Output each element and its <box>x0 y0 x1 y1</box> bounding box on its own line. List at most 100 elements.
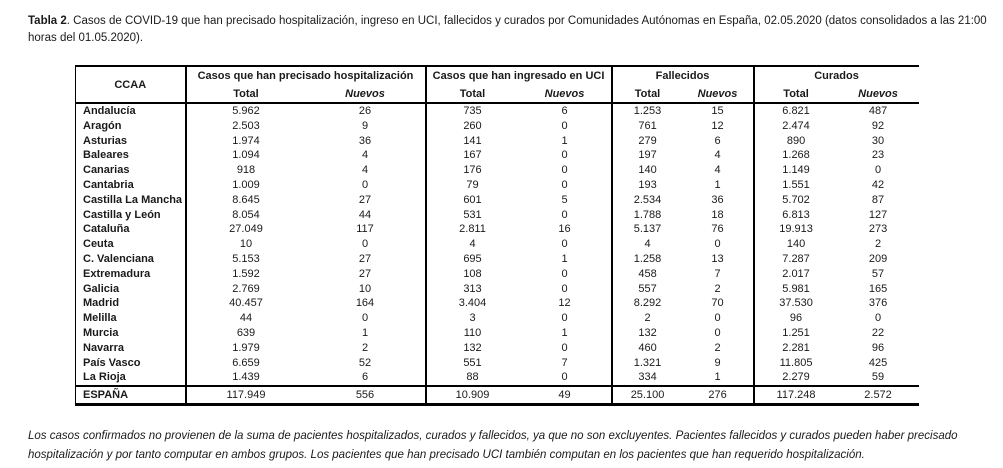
ccaa-name: Galicia <box>83 282 120 295</box>
total-row: ESPAÑA 117.949 556 10.909 49 25.100 276 … <box>76 386 919 405</box>
table-row: Baleares 1.094 4 167 0 197 4 1.268 23 <box>76 148 919 164</box>
value-cell: 2.769 <box>184 281 306 297</box>
value-cell: 1.149 <box>752 163 838 178</box>
table-row: Murcia 639 1 110 1 132 0 1.251 22 <box>76 325 919 341</box>
value-cell: 165 <box>868 282 888 295</box>
value-cell: 6 <box>361 371 369 384</box>
value-cell: 36 <box>711 193 724 206</box>
value-cell: 5.981 <box>752 281 838 297</box>
value-cell: 2.279 <box>752 370 838 387</box>
value-cell: 92 <box>871 119 885 132</box>
value-cell: 3.404 <box>424 296 519 312</box>
value-cell: 551 <box>424 355 519 371</box>
total-fallecidos-total: 25.100 <box>610 386 683 405</box>
table-total-section: ESPAÑA 117.949 556 10.909 49 25.100 276 … <box>75 386 919 405</box>
subheader-hosp-nuevos: Nuevos <box>345 88 385 100</box>
value-cell: 110 <box>424 325 519 341</box>
value-cell: 6 <box>561 105 568 117</box>
value-cell: 70 <box>711 297 724 310</box>
value-cell: 0 <box>361 178 369 191</box>
header-group-row: CCAA Casos que han precisado hospitaliza… <box>76 66 919 91</box>
value-cell: 52 <box>358 356 372 369</box>
total-row-label: ESPAÑA <box>83 389 129 402</box>
value-cell: 0 <box>361 238 369 251</box>
ccaa-name: Madrid <box>83 297 120 310</box>
value-cell: 10 <box>184 237 306 252</box>
value-cell: 557 <box>610 281 683 297</box>
value-cell: 164 <box>355 297 375 310</box>
value-cell: 44 <box>184 311 306 326</box>
value-cell: 1.788 <box>610 207 683 223</box>
value-cell: 42 <box>871 178 885 191</box>
value-cell: 1.258 <box>610 251 683 267</box>
ccaa-name: Andalucía <box>83 105 136 117</box>
value-cell: 425 <box>868 356 888 369</box>
table-row: Castilla y León 8.054 44 531 0 1.788 18 6.813 12… <box>76 207 919 223</box>
value-cell: 0 <box>561 149 568 162</box>
covid-cases-table: CCAA Casos que han precisado hospitaliza… <box>75 65 919 407</box>
table-row: Andalucía 5.962 26 735 6 1.253 15 6.821 487 <box>76 103 919 119</box>
ccaa-name: Cataluña <box>83 223 130 236</box>
value-cell: 8.054 <box>184 207 306 223</box>
value-cell: 30 <box>871 134 885 147</box>
value-cell: 108 <box>424 266 519 282</box>
value-cell: 1.321 <box>610 355 683 371</box>
value-cell: 2.281 <box>752 340 838 356</box>
value-cell: 1.974 <box>184 133 306 149</box>
table-row: Ceuta 10 0 4 0 4 0 140 2 <box>76 237 919 252</box>
value-cell: 2 <box>361 341 369 354</box>
value-cell: 96 <box>752 311 838 326</box>
value-cell: 59 <box>871 371 885 384</box>
value-cell: 0 <box>714 312 721 325</box>
column-group-hospitalizacion: Casos que han precisado hospitalización <box>184 66 426 86</box>
value-cell: 890 <box>752 133 838 149</box>
ccaa-name: Cantabria <box>83 178 134 191</box>
table-row: Asturias 1.974 36 141 1 279 6 890 30 <box>76 133 919 149</box>
total-uci-nuevos: 49 <box>558 389 571 402</box>
subheader-uci-nuevos: Nuevos <box>544 88 585 100</box>
value-cell: 88 <box>424 370 519 387</box>
value-cell: 1.094 <box>184 148 306 164</box>
value-cell: 1.979 <box>184 340 306 356</box>
value-cell: 6.813 <box>752 207 838 223</box>
value-cell: 27 <box>358 267 372 280</box>
value-cell: 1 <box>714 371 721 384</box>
total-fallecidos-nuevos: 276 <box>708 389 727 402</box>
value-cell: 601 <box>424 192 519 208</box>
value-cell: 2.811 <box>424 222 519 238</box>
table-row: Castilla La Mancha 8.645 27 601 5 2.534 36 5.70… <box>76 192 919 208</box>
value-cell: 27 <box>358 193 372 206</box>
value-cell: 2.017 <box>752 266 838 282</box>
subheader-fallecidos-nuevos: Nuevos <box>697 88 738 100</box>
value-cell: 1.439 <box>184 370 306 387</box>
value-cell: 140 <box>610 163 683 178</box>
ccaa-name: Navarra <box>83 341 124 354</box>
value-cell: 8.292 <box>610 296 683 312</box>
value-cell: 1.268 <box>752 148 838 164</box>
value-cell: 334 <box>610 370 683 387</box>
ccaa-name: Melilla <box>83 312 117 325</box>
value-cell: 193 <box>610 177 683 193</box>
value-cell: 16 <box>558 223 571 236</box>
value-cell: 1.551 <box>752 177 838 193</box>
value-cell: 279 <box>610 133 683 149</box>
total-uci-total: 10.909 <box>424 386 519 405</box>
value-cell: 6.659 <box>184 355 306 371</box>
ccaa-name: Aragón <box>83 119 122 132</box>
value-cell: 12 <box>711 119 724 132</box>
ccaa-name: Castilla La Mancha <box>83 193 183 206</box>
value-cell: 1.592 <box>184 266 306 282</box>
value-cell: 23 <box>871 149 885 162</box>
value-cell: 7 <box>714 267 721 280</box>
ccaa-name: Murcia <box>83 326 119 339</box>
value-cell: 176 <box>424 163 519 178</box>
value-cell: 2.503 <box>184 118 306 134</box>
value-cell: 12 <box>558 297 571 310</box>
value-cell: 2.534 <box>610 192 683 208</box>
value-cell: 167 <box>424 148 519 164</box>
value-cell: 37.530 <box>752 296 838 312</box>
value-cell: 6 <box>714 134 721 147</box>
subheader-fallecidos-total: Total <box>610 86 683 103</box>
table-row: Navarra 1.979 2 132 0 460 2 2.281 96 <box>76 340 919 356</box>
